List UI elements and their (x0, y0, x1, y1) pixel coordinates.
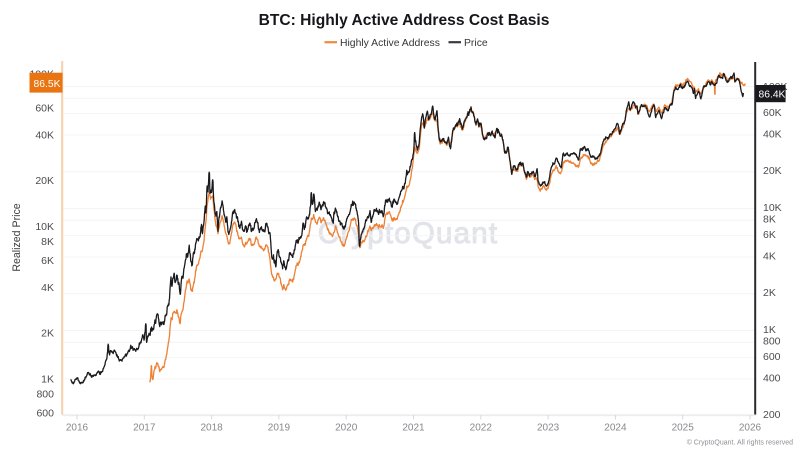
svg-text:20K: 20K (35, 175, 54, 187)
svg-text:© CryptoQuant. All rights rese: © CryptoQuant. All rights reserved (687, 439, 793, 447)
svg-text:Realized Price: Realized Price (11, 203, 23, 271)
svg-text:600: 600 (36, 407, 54, 419)
svg-text:10K: 10K (763, 202, 782, 214)
svg-text:4K: 4K (41, 282, 54, 294)
svg-text:600: 600 (763, 351, 781, 363)
svg-text:200: 200 (763, 409, 781, 421)
svg-text:2K: 2K (763, 287, 776, 299)
svg-text:400: 400 (763, 372, 781, 384)
svg-text:2023: 2023 (537, 423, 560, 434)
svg-text:1K: 1K (763, 324, 776, 336)
svg-text:86.4K: 86.4K (759, 90, 786, 101)
svg-text:Price: Price (464, 38, 488, 49)
svg-text:2016: 2016 (66, 423, 89, 434)
svg-text:8K: 8K (41, 236, 54, 248)
svg-text:2018: 2018 (200, 423, 223, 434)
svg-text:Highly Active Address: Highly Active Address (340, 38, 440, 49)
svg-text:40K: 40K (35, 129, 54, 141)
svg-text:2026: 2026 (739, 423, 762, 434)
svg-text:2022: 2022 (470, 423, 493, 434)
svg-text:2K: 2K (41, 328, 54, 340)
svg-text:40K: 40K (763, 128, 782, 140)
svg-text:20K: 20K (763, 165, 782, 177)
svg-text:60K: 60K (35, 102, 54, 114)
svg-text:6K: 6K (41, 255, 54, 267)
svg-text:86.5K: 86.5K (34, 79, 61, 90)
svg-text:800: 800 (763, 336, 781, 348)
svg-text:60K: 60K (763, 107, 782, 119)
svg-text:8K: 8K (763, 214, 776, 226)
svg-text:BTC: Highly Active Address Cos: BTC: Highly Active Address Cost Basis (259, 12, 550, 29)
svg-text:2024: 2024 (604, 423, 627, 434)
svg-text:2025: 2025 (672, 423, 695, 434)
svg-text:4K: 4K (763, 250, 776, 262)
svg-text:2017: 2017 (133, 423, 156, 434)
svg-text:2019: 2019 (268, 423, 291, 434)
svg-text:2020: 2020 (335, 423, 358, 434)
svg-text:10K: 10K (35, 221, 54, 233)
svg-text:2021: 2021 (402, 423, 425, 434)
svg-text:800: 800 (36, 388, 54, 400)
svg-text:1K: 1K (41, 374, 54, 386)
svg-text:6K: 6K (763, 229, 776, 241)
